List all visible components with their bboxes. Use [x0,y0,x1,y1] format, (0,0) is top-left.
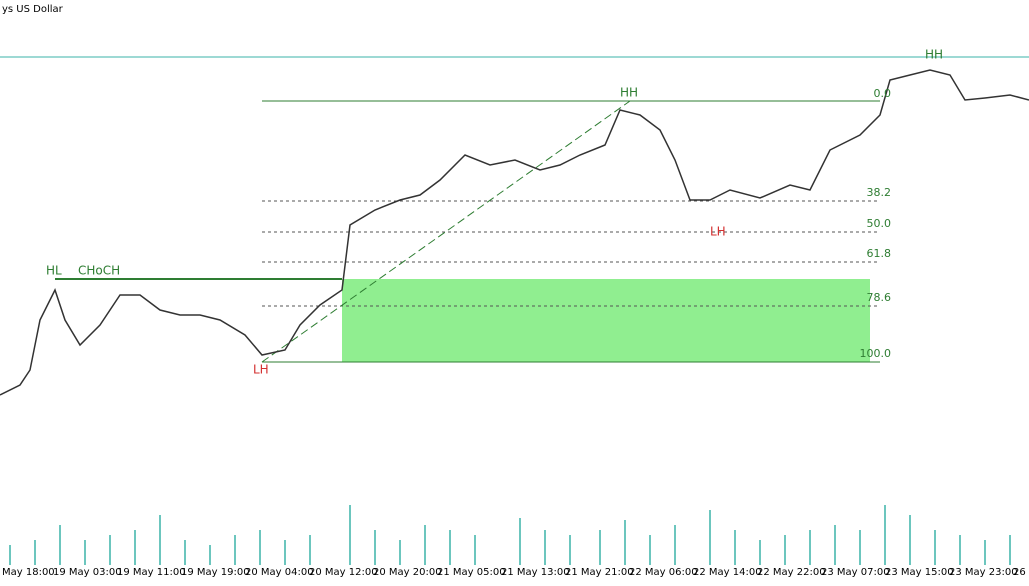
time-label: 21 May 21:00 [565,567,634,578]
time-label: May 18:00 [2,567,55,578]
fib-label: 78.6 [867,291,892,304]
time-label: 21 May 05:00 [437,567,506,578]
structure-label: LH [253,363,269,377]
time-label: 23 May 15:00 [885,567,954,578]
fib-label: 0.0 [874,87,892,100]
time-label: 26 M [1013,567,1029,578]
time-label: 23 May 23:00 [949,567,1018,578]
time-label: 19 May 03:00 [53,567,122,578]
structure-label: LH [710,225,726,239]
fib-label: 50.0 [867,217,892,230]
fib-label: 61.8 [867,247,892,260]
structure-label: HH [925,48,943,62]
time-label: 19 May 19:00 [181,567,250,578]
zone [342,279,870,362]
time-label: 21 May 13:00 [501,567,570,578]
time-label: 23 May 07:00 [821,567,890,578]
time-label: 22 May 22:00 [757,567,826,578]
fib-label: 38.2 [867,186,892,199]
price-path [0,69,1029,396]
time-label: 20 May 20:00 [373,567,442,578]
structure-label: HL [46,264,62,278]
time-label: 20 May 12:00 [309,567,378,578]
fib-label: 100.0 [860,347,892,360]
volume-bars [9,505,1011,565]
time-label: 19 May 11:00 [117,567,186,578]
structure-label: HH [620,86,638,100]
fib-diagonal [261,100,631,363]
time-label: 20 May 04:00 [245,567,314,578]
time-label: 22 May 14:00 [693,567,762,578]
time-label: 22 May 06:00 [629,567,698,578]
symbol-title: ys US Dollar [2,4,64,15]
structure-label: CHoCH [78,264,120,278]
